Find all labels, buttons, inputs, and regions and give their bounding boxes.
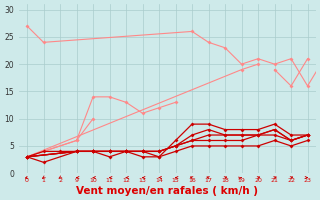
X-axis label: Vent moyen/en rafales ( km/h ): Vent moyen/en rafales ( km/h ) <box>76 186 258 196</box>
